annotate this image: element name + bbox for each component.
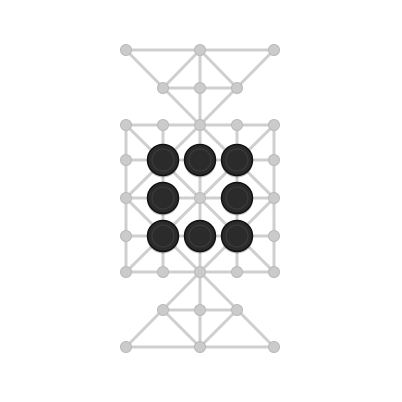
piece-ring — [151, 148, 175, 172]
board-point[interactable] — [231, 304, 243, 316]
arm-line — [198, 48, 239, 90]
piece-black[interactable] — [146, 143, 180, 178]
piece-ring — [151, 186, 175, 210]
board-point[interactable] — [268, 119, 280, 131]
piece-black[interactable] — [183, 143, 217, 178]
board-point[interactable] — [157, 82, 169, 94]
board-point[interactable] — [120, 154, 132, 166]
board-point[interactable] — [157, 119, 169, 131]
piece-black[interactable] — [220, 181, 254, 216]
board-point[interactable] — [194, 192, 206, 204]
board-point[interactable] — [120, 230, 132, 242]
board-point[interactable] — [194, 44, 206, 56]
piece-ring — [225, 186, 249, 210]
arm-line — [161, 308, 202, 349]
piece-ring — [188, 148, 212, 172]
board-point[interactable] — [194, 341, 206, 353]
board-point[interactable] — [157, 304, 169, 316]
board-point[interactable] — [120, 341, 132, 353]
board-point[interactable] — [231, 266, 243, 278]
board-point[interactable] — [268, 230, 280, 242]
board-point[interactable] — [231, 82, 243, 94]
board-point[interactable] — [120, 266, 132, 278]
board-point[interactable] — [268, 266, 280, 278]
board-point[interactable] — [194, 304, 206, 316]
board-point[interactable] — [231, 119, 243, 131]
board-point[interactable] — [194, 82, 206, 94]
piece-ring — [151, 224, 175, 248]
board-point[interactable] — [268, 44, 280, 56]
piece-black[interactable] — [146, 219, 180, 254]
arm-line — [198, 308, 239, 349]
piece-black[interactable] — [146, 181, 180, 216]
board-point[interactable] — [268, 192, 280, 204]
piece-ring — [225, 148, 249, 172]
board-point[interactable] — [120, 192, 132, 204]
piece-ring — [188, 224, 212, 248]
board-point[interactable] — [268, 341, 280, 353]
board-point[interactable] — [194, 266, 206, 278]
piece-black[interactable] — [220, 219, 254, 254]
board-point[interactable] — [268, 154, 280, 166]
board-nodes — [120, 44, 280, 353]
arm-line — [161, 48, 202, 90]
board-point[interactable] — [194, 119, 206, 131]
board-point[interactable] — [120, 44, 132, 56]
piece-black[interactable] — [183, 219, 217, 254]
board-pieces — [146, 143, 254, 254]
board-point[interactable] — [157, 266, 169, 278]
board-point[interactable] — [120, 119, 132, 131]
piece-ring — [225, 224, 249, 248]
piece-black[interactable] — [220, 143, 254, 178]
